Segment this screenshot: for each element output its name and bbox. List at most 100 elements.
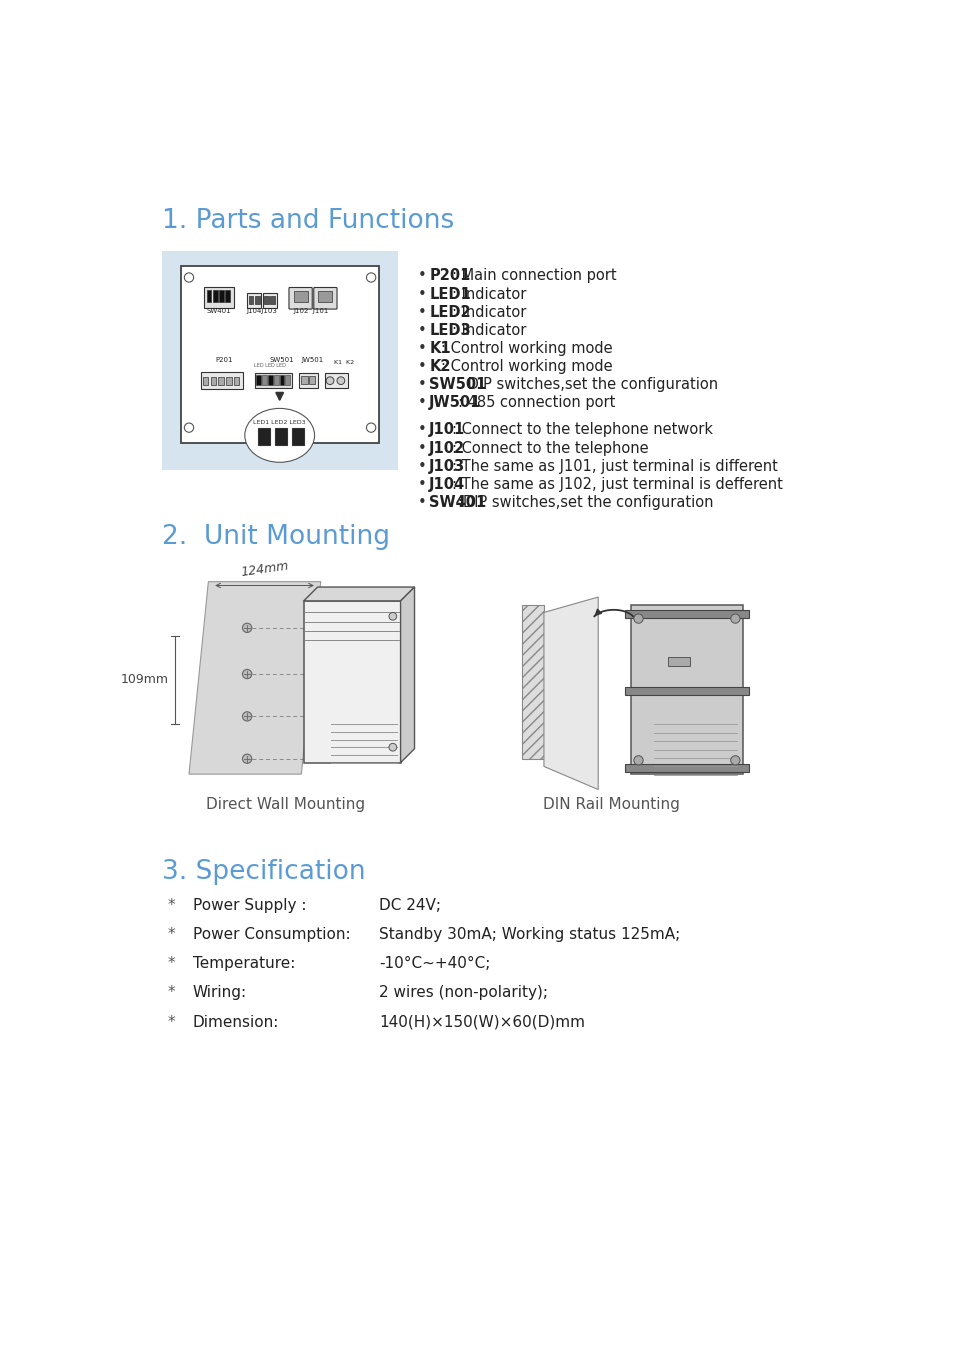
Polygon shape bbox=[543, 597, 598, 790]
Circle shape bbox=[336, 377, 344, 385]
Text: •: • bbox=[417, 423, 426, 437]
Text: 2.  Unit Mounting: 2. Unit Mounting bbox=[162, 524, 390, 549]
Text: SW401: SW401 bbox=[207, 308, 232, 315]
Bar bbox=[292, 428, 304, 444]
Text: Dimension:: Dimension: bbox=[193, 1015, 279, 1030]
Text: K1  K2: K1 K2 bbox=[334, 359, 354, 364]
FancyBboxPatch shape bbox=[314, 288, 336, 309]
Bar bbox=[262, 293, 276, 308]
Bar bbox=[254, 296, 259, 304]
Text: •: • bbox=[417, 459, 426, 474]
Text: LED LED LED: LED LED LED bbox=[254, 363, 286, 367]
Text: Direct Wall Mounting: Direct Wall Mounting bbox=[206, 796, 365, 811]
Text: : Indicator: : Indicator bbox=[452, 305, 526, 320]
Text: Power Supply :: Power Supply : bbox=[193, 898, 306, 913]
Bar bbox=[213, 290, 217, 302]
Text: 140(H)×150(W)×60(D)mm: 140(H)×150(W)×60(D)mm bbox=[378, 1015, 584, 1030]
Text: : The same as J101, just terminal is different: : The same as J101, just terminal is dif… bbox=[452, 459, 777, 474]
Text: LED1 LED2 LED3: LED1 LED2 LED3 bbox=[253, 420, 306, 425]
Bar bbox=[203, 377, 208, 385]
Bar bbox=[274, 428, 287, 444]
Text: J102: J102 bbox=[429, 440, 465, 455]
Text: •: • bbox=[417, 305, 426, 320]
Bar bbox=[318, 292, 332, 302]
Text: *: * bbox=[167, 986, 174, 1000]
Circle shape bbox=[633, 614, 642, 624]
Bar bbox=[624, 687, 748, 695]
Circle shape bbox=[366, 423, 375, 432]
Text: •: • bbox=[417, 495, 426, 510]
Text: •: • bbox=[417, 323, 426, 338]
Ellipse shape bbox=[245, 409, 314, 462]
Bar bbox=[285, 375, 290, 385]
Bar bbox=[301, 377, 307, 383]
Text: J102  J101: J102 J101 bbox=[294, 308, 329, 315]
Text: SW501: SW501 bbox=[429, 377, 486, 392]
Bar bbox=[225, 290, 230, 302]
Polygon shape bbox=[189, 582, 320, 774]
Text: 1. Parts and Functions: 1. Parts and Functions bbox=[162, 208, 454, 234]
Text: •: • bbox=[417, 269, 426, 284]
Circle shape bbox=[184, 273, 193, 282]
Bar bbox=[667, 657, 689, 667]
Text: J104: J104 bbox=[429, 477, 465, 491]
Bar bbox=[181, 266, 378, 443]
Text: *: * bbox=[167, 898, 174, 913]
Text: P201: P201 bbox=[429, 269, 470, 284]
Bar bbox=[226, 377, 232, 385]
Bar bbox=[298, 373, 317, 389]
Text: : Indicator: : Indicator bbox=[452, 286, 526, 301]
Text: -10°C~+40°C;: -10°C~+40°C; bbox=[378, 956, 490, 971]
Text: : Indicator: : Indicator bbox=[452, 323, 526, 338]
Bar bbox=[294, 292, 307, 302]
Text: P201: P201 bbox=[214, 358, 233, 363]
Bar bbox=[521, 605, 543, 759]
Circle shape bbox=[326, 377, 334, 385]
Circle shape bbox=[184, 423, 193, 432]
Text: K2: K2 bbox=[429, 359, 450, 374]
Circle shape bbox=[242, 624, 252, 632]
Bar bbox=[162, 251, 397, 470]
Bar bbox=[630, 605, 742, 774]
Text: *: * bbox=[167, 927, 174, 942]
Text: : 485 connection port: : 485 connection port bbox=[457, 396, 615, 410]
Bar bbox=[270, 296, 274, 304]
Text: •: • bbox=[417, 286, 426, 301]
Text: K1: K1 bbox=[429, 340, 451, 356]
Circle shape bbox=[389, 744, 396, 751]
Circle shape bbox=[730, 756, 740, 765]
Text: :DIP switches,set the configuration: :DIP switches,set the configuration bbox=[457, 495, 712, 510]
Text: •: • bbox=[417, 477, 426, 491]
Bar bbox=[207, 290, 212, 302]
Polygon shape bbox=[303, 587, 415, 601]
Circle shape bbox=[366, 273, 375, 282]
Bar bbox=[257, 428, 270, 444]
Bar bbox=[624, 764, 748, 772]
Bar bbox=[264, 296, 269, 304]
Text: SW401: SW401 bbox=[429, 495, 486, 510]
Text: •: • bbox=[417, 340, 426, 356]
Text: 109mm: 109mm bbox=[121, 672, 169, 686]
Circle shape bbox=[242, 670, 252, 679]
Text: DC 24V;: DC 24V; bbox=[378, 898, 440, 913]
Text: LED2: LED2 bbox=[429, 305, 471, 320]
Text: •: • bbox=[417, 440, 426, 455]
Text: J103: J103 bbox=[429, 459, 465, 474]
Text: Power Consumption:: Power Consumption: bbox=[193, 927, 350, 942]
Bar bbox=[262, 375, 267, 385]
Text: •: • bbox=[417, 377, 426, 392]
Text: LED3: LED3 bbox=[429, 323, 471, 338]
Text: Temperature:: Temperature: bbox=[193, 956, 294, 971]
Text: •: • bbox=[417, 396, 426, 410]
Text: *: * bbox=[167, 1015, 174, 1030]
Text: : DIP switches,set the configuration: : DIP switches,set the configuration bbox=[457, 377, 717, 392]
Circle shape bbox=[730, 614, 740, 624]
Text: SW501: SW501 bbox=[270, 358, 294, 363]
Bar bbox=[309, 377, 315, 383]
Text: : Connect to the telephone: : Connect to the telephone bbox=[452, 440, 648, 455]
Bar bbox=[256, 375, 261, 385]
Polygon shape bbox=[400, 587, 415, 763]
Text: : Connect to the telephone network: : Connect to the telephone network bbox=[452, 423, 712, 437]
Bar bbox=[274, 375, 278, 385]
Bar bbox=[233, 377, 239, 385]
